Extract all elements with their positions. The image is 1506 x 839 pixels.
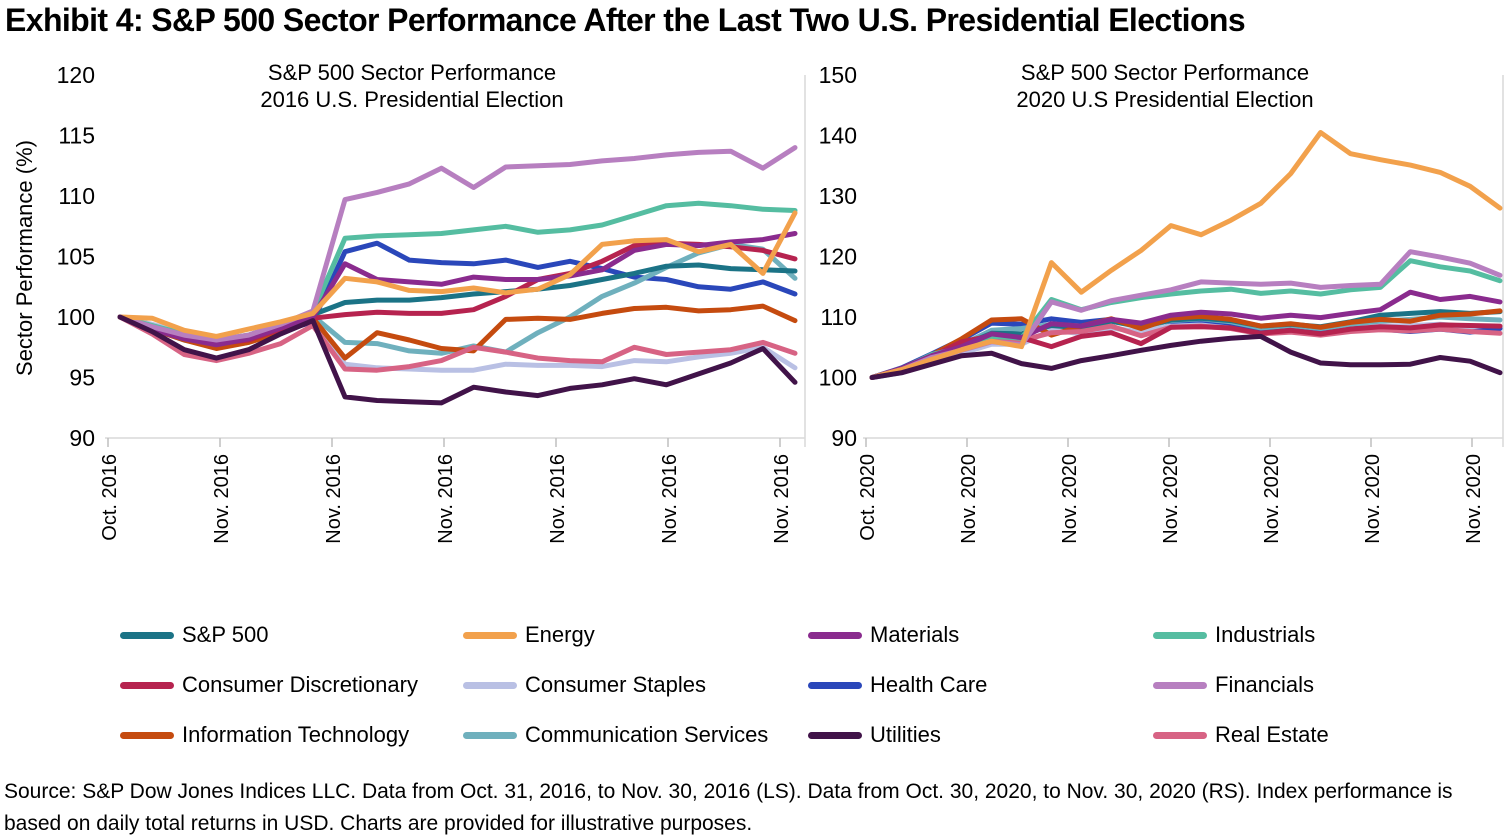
y-tick-label: 110 bbox=[58, 183, 95, 209]
legend-swatch-industrials bbox=[1153, 631, 1207, 639]
y-tick-label: 90 bbox=[69, 425, 95, 451]
x-tick-label: Nov. 2020 bbox=[1463, 454, 1485, 544]
series-line-industrials bbox=[117, 200, 798, 343]
legend-swatch-consumer_staples bbox=[463, 681, 517, 689]
legend-label-health_care: Health Care bbox=[870, 672, 988, 697]
legend-swatch-sp500 bbox=[120, 631, 174, 639]
legend-label-utilities: Utilities bbox=[870, 722, 941, 747]
y-tick-label: 115 bbox=[58, 123, 95, 149]
y-tick-label: 100 bbox=[57, 304, 95, 330]
legend-label-sp500: S&P 500 bbox=[182, 622, 269, 647]
chart-2020-title-line2: 2020 U.S Presidential Election bbox=[1016, 87, 1313, 112]
x-tick-label: Nov. 2020 bbox=[958, 454, 980, 544]
charts-svg: Sector Performance (%) S&P 500 Sector Pe… bbox=[12, 60, 1504, 544]
y-tick-label: 105 bbox=[57, 244, 95, 270]
legend-item-real_estate: Real Estate bbox=[1153, 710, 1483, 760]
legend-label-consumer_staples: Consumer Staples bbox=[525, 672, 706, 697]
x-tick-label: Oct. 2020 bbox=[857, 454, 879, 541]
x-tick-label: Oct. 2016 bbox=[99, 454, 121, 541]
x-tick-label: Nov. 2020 bbox=[1261, 454, 1283, 544]
series-line-financials bbox=[117, 145, 798, 343]
x-tick-label: Nov. 2016 bbox=[211, 454, 233, 544]
y-tick-label: 110 bbox=[820, 304, 857, 330]
legend-item-health_care: Health Care bbox=[808, 660, 1153, 710]
series-line-sp500 bbox=[117, 262, 798, 342]
legend-item-materials: Materials bbox=[808, 610, 1153, 660]
legend-item-sp500: S&P 500 bbox=[120, 610, 463, 660]
legend-label-information_technology: Information Technology bbox=[182, 722, 410, 747]
legend-item-energy: Energy bbox=[463, 610, 808, 660]
series-line-energy bbox=[869, 130, 1503, 380]
y-tick-label: 95 bbox=[69, 365, 95, 391]
x-tick-label: Nov. 2016 bbox=[323, 454, 345, 544]
y-tick-label: 150 bbox=[819, 62, 857, 88]
chart-2020-title-line1: S&P 500 Sector Performance bbox=[1021, 60, 1309, 85]
x-tick-label: Nov. 2016 bbox=[547, 454, 569, 544]
y-tick-label: 100 bbox=[819, 365, 857, 391]
legend-item-utilities: Utilities bbox=[808, 710, 1153, 760]
legend-label-industrials: Industrials bbox=[1215, 622, 1316, 647]
y-tick-label: 120 bbox=[819, 244, 857, 270]
y-tick-label: 130 bbox=[819, 183, 857, 209]
x-tick-label: Nov. 2016 bbox=[659, 454, 681, 544]
legend-label-communication_services: Communication Services bbox=[525, 722, 769, 747]
legend-swatch-information_technology bbox=[120, 731, 174, 739]
series-line-real_estate bbox=[117, 314, 798, 373]
source-note: Source: S&P Dow Jones Indices LLC. Data … bbox=[4, 780, 1453, 835]
legend-swatch-energy bbox=[463, 631, 517, 639]
legend-swatch-consumer_discretionary bbox=[120, 681, 174, 689]
legend-item-communication_services: Communication Services bbox=[463, 710, 808, 760]
legend-label-financials: Financials bbox=[1215, 672, 1315, 697]
chart-2016-title-line2: 2016 U.S. Presidential Election bbox=[260, 87, 563, 112]
series-line-energy bbox=[117, 210, 798, 339]
legend-swatch-financials bbox=[1153, 681, 1207, 689]
legend-item-consumer_discretionary: Consumer Discretionary bbox=[120, 660, 463, 710]
series-line-utilities bbox=[117, 314, 798, 406]
x-tick-label: Nov. 2016 bbox=[771, 454, 793, 544]
legend-item-industrials: Industrials bbox=[1153, 610, 1483, 660]
legend-swatch-health_care bbox=[808, 681, 862, 689]
page-title: Exhibit 4: S&P 500 Sector Performance Af… bbox=[5, 2, 1246, 38]
legend-swatch-real_estate bbox=[1153, 731, 1207, 739]
series-line-information_technology bbox=[117, 303, 798, 361]
y-tick-label: 140 bbox=[819, 123, 857, 149]
y-tick-label: 120 bbox=[57, 62, 95, 88]
legend-label-consumer_discretionary: Consumer Discretionary bbox=[182, 672, 418, 697]
legend-swatch-utilities bbox=[808, 731, 862, 739]
x-tick-label: Nov. 2020 bbox=[1362, 454, 1384, 544]
x-tick-label: Nov. 2020 bbox=[1160, 454, 1182, 544]
series-line-materials bbox=[869, 289, 1503, 380]
series-line-information_technology bbox=[869, 308, 1503, 380]
y-tick-label: 90 bbox=[831, 425, 857, 451]
legend-label-real_estate: Real Estate bbox=[1215, 722, 1329, 747]
x-tick-label: Nov. 2016 bbox=[435, 454, 457, 544]
legend-swatch-materials bbox=[808, 631, 862, 639]
y-axis-title: Sector Performance (%) bbox=[12, 140, 37, 376]
legend-item-financials: Financials bbox=[1153, 660, 1483, 710]
legend-item-consumer_staples: Consumer Staples bbox=[463, 660, 808, 710]
series-line-utilities bbox=[869, 333, 1503, 380]
legend-label-energy: Energy bbox=[525, 622, 595, 647]
legend-swatch-communication_services bbox=[463, 731, 517, 739]
legend: S&P 500 Energy Materials Industrials Consume… bbox=[120, 610, 1504, 760]
legend-label-materials: Materials bbox=[870, 622, 960, 647]
legend-item-information_technology: Information Technology bbox=[120, 710, 463, 760]
x-tick-label: Nov. 2020 bbox=[1059, 454, 1081, 544]
chart-2016-title-line1: S&P 500 Sector Performance bbox=[268, 60, 556, 85]
